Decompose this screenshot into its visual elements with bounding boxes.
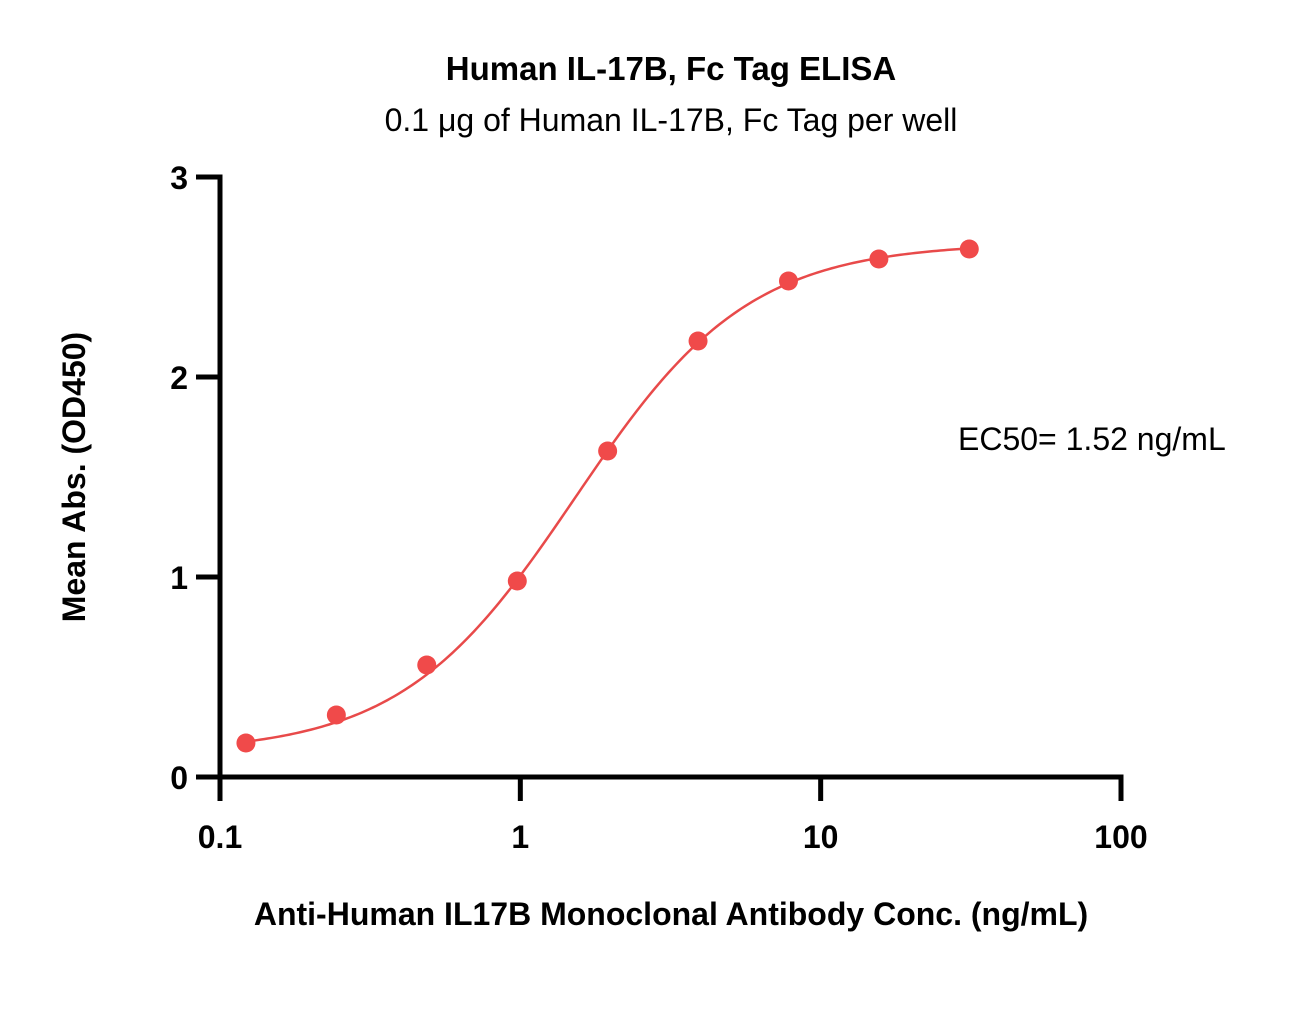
fit-curve-layer: [245, 247, 970, 743]
chart-title: Human IL-17B, Fc Tag ELISA: [446, 50, 896, 87]
x-axis-label: Anti-Human IL17B Monoclonal Antibody Con…: [254, 896, 1088, 932]
data-points-layer: [236, 239, 979, 753]
y-tick-label-2: 2: [170, 360, 188, 396]
data-point: [236, 733, 256, 753]
data-point: [598, 441, 618, 461]
data-point: [688, 331, 708, 351]
data-point: [778, 271, 798, 291]
data-point: [417, 655, 437, 675]
x-tick-label-10: 10: [803, 819, 839, 855]
x-tick-label-0.1: 0.1: [198, 819, 242, 855]
y-tick-label-0: 0: [170, 760, 188, 796]
plot-area: [236, 239, 979, 753]
data-point: [507, 571, 527, 591]
data-point: [326, 705, 346, 725]
ec50-annotation: EC50= 1.52 ng/mL: [958, 421, 1226, 457]
data-point: [959, 239, 979, 259]
x-tick-label-100: 100: [1094, 819, 1147, 855]
x-axis-ticks: 0.1 1 10 100: [198, 777, 1148, 855]
chart-subtitle: 0.1 μg of Human IL-17B, Fc Tag per well: [385, 102, 958, 138]
y-axis-ticks: 0 1 2 3: [170, 160, 220, 796]
x-tick-label-1: 1: [511, 819, 529, 855]
fit-curve: [245, 247, 970, 743]
y-tick-label-1: 1: [170, 560, 188, 596]
y-axis-label: Mean Abs. (OD450): [56, 332, 92, 622]
data-point: [869, 249, 889, 269]
y-tick-label-3: 3: [170, 160, 188, 196]
